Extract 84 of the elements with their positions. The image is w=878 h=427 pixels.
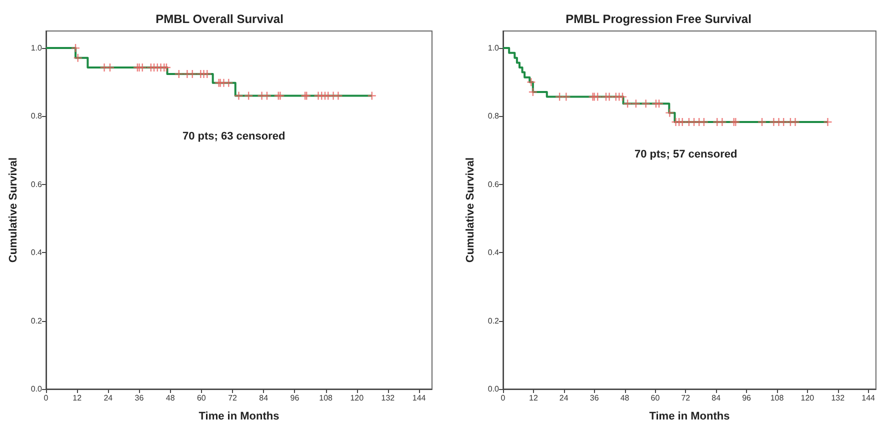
- point: [699, 117, 709, 127]
- y-tick-label: 0.8: [488, 112, 500, 121]
- point: [73, 53, 82, 63]
- x-tick-label: 60: [650, 394, 660, 402]
- y-tick-label: 0.6: [30, 180, 43, 189]
- point: [665, 108, 674, 118]
- x-tick-label: 96: [742, 394, 752, 402]
- x-axis-title: Time in Months: [198, 410, 280, 422]
- point: [162, 62, 172, 72]
- x-tick-label: 72: [228, 394, 238, 402]
- point: [718, 117, 727, 127]
- x-tick-label: 120: [800, 394, 815, 402]
- y-tick-label: 0.8: [30, 112, 43, 121]
- x-tick-label: 144: [412, 394, 426, 402]
- annotation: 70 pts; 57 censored: [634, 148, 738, 161]
- x-tick-label: 24: [104, 394, 114, 402]
- y-tick-label: 1.0: [30, 44, 43, 53]
- x-tick-label: 24: [559, 394, 569, 402]
- point: [823, 117, 832, 127]
- y-tick-label: 0.2: [30, 316, 43, 326]
- point: [790, 117, 800, 127]
- point: [528, 87, 538, 97]
- x-tick-label: 12: [528, 394, 538, 402]
- x-tick-label: 108: [770, 394, 784, 402]
- x-axis-title: Time in Months: [649, 410, 730, 422]
- x-tick-label: 36: [134, 394, 144, 402]
- y-tick-label: 0.0: [30, 384, 43, 394]
- annotation: 70 pts; 63 censored: [182, 130, 286, 143]
- y-axis-title: Cumulative Survival: [8, 157, 20, 263]
- x-tick-label: 132: [831, 394, 846, 402]
- x-tick-label: 84: [259, 394, 269, 402]
- point: [138, 62, 147, 72]
- point: [302, 91, 312, 100]
- chart-title: PMBL Progression Free Survival: [566, 12, 752, 26]
- point: [554, 92, 564, 102]
- point: [202, 69, 212, 79]
- x-tick-label: 48: [620, 394, 630, 402]
- point: [234, 91, 244, 100]
- y-axis-title: Cumulative Survival: [464, 157, 476, 263]
- point: [367, 91, 376, 100]
- point: [757, 117, 767, 127]
- point: [100, 62, 109, 72]
- x-tick-label: 108: [319, 394, 334, 402]
- point: [526, 78, 536, 87]
- point: [334, 91, 343, 100]
- x-tick-label: 72: [681, 394, 691, 402]
- y-tick-label: 0.0: [488, 384, 500, 394]
- x-tick-label: 120: [350, 394, 364, 402]
- x-tick-label: 132: [381, 394, 396, 402]
- x-tick-label: 144: [862, 394, 876, 402]
- y-tick-label: 0.4: [488, 248, 500, 258]
- point: [604, 92, 614, 102]
- point: [678, 117, 687, 127]
- point: [188, 69, 197, 79]
- x-tick-label: 84: [712, 394, 722, 402]
- x-tick-label: 12: [72, 394, 82, 402]
- point: [224, 78, 234, 88]
- y-tick-label: 0.2: [488, 316, 500, 326]
- chart-title: PMBL Overall Survival: [156, 12, 284, 26]
- point: [729, 117, 738, 127]
- x-tick-label: 96: [290, 394, 300, 402]
- point: [274, 91, 283, 100]
- y-tick-label: 0.6: [488, 180, 500, 189]
- point: [70, 43, 80, 53]
- x-tick-label: 0: [500, 394, 506, 402]
- x-tick-label: 0: [44, 394, 49, 402]
- point: [654, 99, 664, 108]
- point: [562, 92, 571, 102]
- x-tick-label: 48: [166, 394, 176, 402]
- point: [105, 62, 115, 72]
- point: [593, 92, 602, 102]
- y-tick-label: 0.4: [30, 248, 43, 258]
- point: [300, 91, 310, 100]
- point: [778, 117, 788, 127]
- point: [276, 91, 285, 100]
- point: [641, 99, 650, 108]
- x-tick-label: 36: [590, 394, 600, 402]
- point: [731, 117, 740, 127]
- point: [262, 91, 272, 100]
- x-tick-label: 60: [196, 394, 206, 402]
- point: [174, 69, 184, 79]
- point: [631, 99, 641, 108]
- point: [244, 91, 254, 100]
- y-tick-label: 1.0: [488, 44, 500, 53]
